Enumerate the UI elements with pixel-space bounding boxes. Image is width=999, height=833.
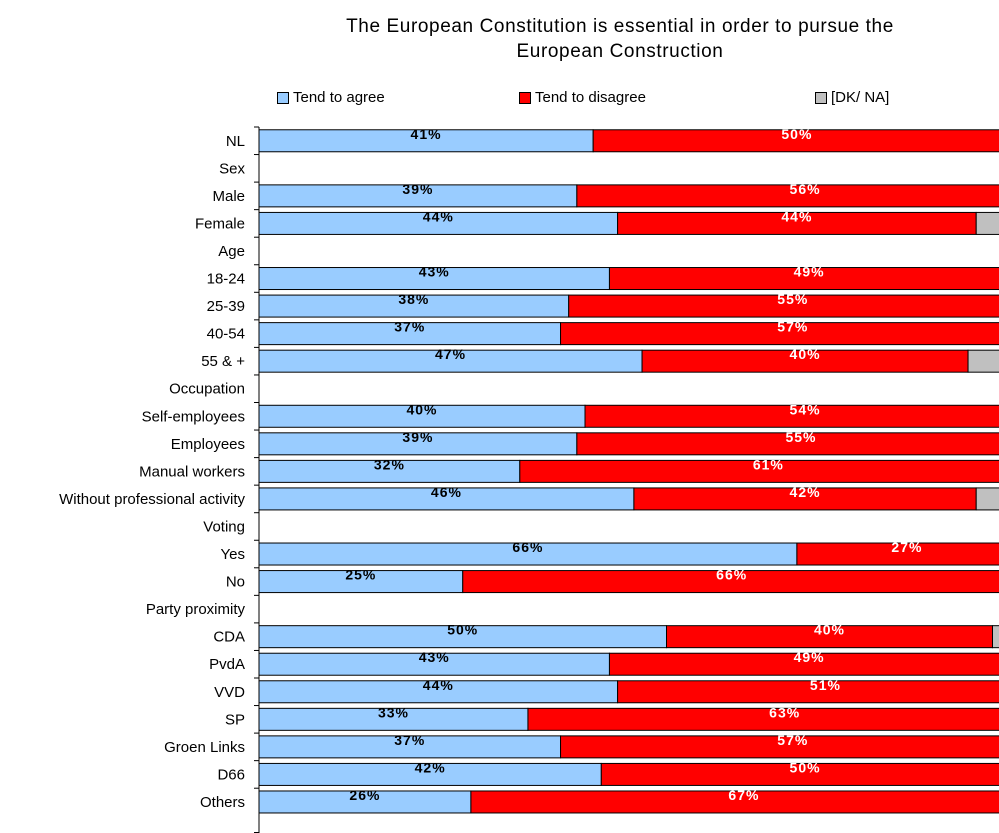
y-tick-label-others: Others (200, 794, 245, 811)
data-label-tend-to-agree-manual-workers: 32% (374, 456, 405, 472)
data-label-tend-to-disagree-pvda: 49% (794, 649, 825, 665)
bar-tend-to-disagree-40-54 (560, 322, 999, 346)
y-tick-label-party-proximity: Party proximity (146, 601, 246, 618)
data-label-tend-to-agree-40-54: 37% (394, 319, 425, 335)
y-tick-label-no: No (226, 574, 245, 591)
data-label-tend-to-disagree-others: 67% (728, 787, 759, 803)
bar-tend-to-disagree-others (470, 790, 999, 814)
data-label-tend-to-agree-self-employees: 40% (406, 401, 437, 417)
bar-tend-to-disagree-sp (527, 707, 999, 731)
y-tick-label-yes: Yes (221, 546, 245, 563)
legend-label-disagree: Tend to disagree (535, 89, 646, 106)
y-tick-label-female: Female (195, 215, 245, 232)
data-label-tend-to-disagree-25-39: 55% (777, 291, 808, 307)
y-tick-label-manual-workers: Manual workers (139, 463, 245, 480)
bar-tend-to-disagree-pvda (608, 652, 999, 676)
data-label-tend-to-agree-55: 47% (435, 346, 466, 362)
data-label-tend-to-agree-groen-links: 37% (394, 732, 425, 748)
legend-label-agree: Tend to agree (293, 89, 385, 106)
legend-item-dkna: [DK/ NA] (815, 89, 889, 106)
legend-item-agree: Tend to agree (277, 89, 385, 106)
bar-tend-to-disagree-vvd (617, 680, 999, 704)
data-label-tend-to-disagree-vvd: 51% (810, 677, 841, 693)
legend-item-disagree: Tend to disagree (519, 89, 646, 106)
chart-title-line-1: The European Constitution is essential i… (346, 16, 894, 37)
y-tick-label-cda: CDA (213, 629, 245, 646)
bar-dk-na-without-professional-activity (975, 487, 999, 511)
data-label-tend-to-agree-18-24: 43% (419, 264, 450, 280)
y-tick-label-55: 55 & + (201, 353, 245, 370)
data-label-tend-to-disagree-40-54: 57% (777, 319, 808, 335)
data-label-tend-to-agree-d66: 42% (415, 759, 446, 775)
data-label-tend-to-disagree-sp: 63% (769, 704, 800, 720)
data-label-tend-to-agree-25-39: 38% (398, 291, 429, 307)
y-tick-label-nl: NL (226, 133, 245, 150)
data-label-tend-to-disagree-cda: 40% (814, 622, 845, 638)
bar-tend-to-disagree-male (576, 184, 999, 208)
data-label-tend-to-agree-employees: 39% (402, 429, 433, 445)
data-label-tend-to-agree-yes: 66% (512, 539, 543, 555)
bar-tend-to-disagree-groen-links (560, 735, 999, 759)
y-tick-label-without-professional-activity: Without professional activity (59, 491, 245, 508)
y-tick-label-vvd: VVD (214, 684, 245, 701)
y-tick-label-40-54: 40-54 (207, 326, 245, 343)
legend-swatch-agree (277, 91, 289, 104)
data-label-tend-to-disagree-18-24: 49% (794, 264, 825, 280)
y-tick-label-male: Male (212, 188, 245, 205)
y-tick-label-groen-links: Groen Links (164, 739, 245, 756)
bar-tend-to-disagree-employees (576, 432, 999, 456)
data-label-tend-to-agree-without-professional-activity: 46% (431, 484, 462, 500)
bar-dk-na-cda (992, 625, 999, 649)
y-tick-label-age: Age (218, 243, 245, 260)
data-label-tend-to-disagree-d66: 50% (790, 759, 821, 775)
data-label-tend-to-agree-male: 39% (402, 181, 433, 197)
data-label-tend-to-disagree-no: 66% (716, 567, 747, 583)
legend-swatch-dkna (815, 91, 827, 104)
y-tick-label-occupation: Occupation (169, 381, 245, 398)
y-tick-label-sex: Sex (219, 160, 245, 177)
data-label-tend-to-disagree-groen-links: 57% (777, 732, 808, 748)
chart-title-line-2: European Construction (516, 41, 724, 62)
legend-label-dkna: [DK/ NA] (831, 89, 890, 106)
data-label-tend-to-disagree-nl: 50% (781, 126, 812, 142)
data-label-tend-to-agree-vvd: 44% (423, 677, 454, 693)
y-tick-label-employees: Employees (171, 436, 245, 453)
data-label-tend-to-agree-others: 26% (349, 787, 380, 803)
data-label-tend-to-agree-cda: 50% (447, 622, 478, 638)
bar-tend-to-disagree-18-24 (608, 267, 999, 291)
y-tick-label-25-39: 25-39 (207, 298, 245, 315)
data-label-tend-to-disagree-manual-workers: 61% (753, 456, 784, 472)
bar-tend-to-disagree-self-employees (584, 404, 999, 428)
bar-tend-to-disagree-d66 (600, 762, 999, 786)
data-label-tend-to-disagree-employees: 55% (785, 429, 816, 445)
data-label-tend-to-agree-female: 44% (423, 208, 454, 224)
y-tick-label-sp: SP (225, 711, 245, 728)
bar-dk-na-55 (967, 349, 999, 373)
bar-tend-to-disagree-no (462, 570, 999, 594)
data-label-tend-to-disagree-without-professional-activity: 42% (790, 484, 821, 500)
data-label-tend-to-agree-pvda: 43% (419, 649, 450, 665)
data-label-tend-to-disagree-yes: 27% (891, 539, 922, 555)
data-label-tend-to-disagree-female: 44% (781, 208, 812, 224)
bar-tend-to-disagree-nl (592, 129, 999, 153)
bar-tend-to-disagree-manual-workers (519, 459, 999, 483)
bar-tend-to-disagree-yes (796, 542, 999, 566)
legend-swatch-disagree (519, 91, 531, 104)
bar-dk-na-female (975, 211, 999, 235)
y-tick-label-d66: D66 (217, 766, 245, 783)
data-label-tend-to-agree-no: 25% (345, 567, 376, 583)
data-label-tend-to-disagree-male: 56% (790, 181, 821, 197)
data-label-tend-to-agree-nl: 41% (411, 126, 442, 142)
y-tick-label-voting: Voting (203, 518, 245, 535)
data-label-tend-to-agree-sp: 33% (378, 704, 409, 720)
y-tick-label-self-employees: Self-employees (142, 408, 245, 425)
data-label-tend-to-disagree-self-employees: 54% (790, 401, 821, 417)
y-tick-label-pvda: PvdA (209, 656, 245, 673)
y-tick-label-18-24: 18-24 (207, 271, 245, 288)
data-label-tend-to-disagree-55: 40% (790, 346, 821, 362)
bar-tend-to-disagree-25-39 (568, 294, 999, 318)
